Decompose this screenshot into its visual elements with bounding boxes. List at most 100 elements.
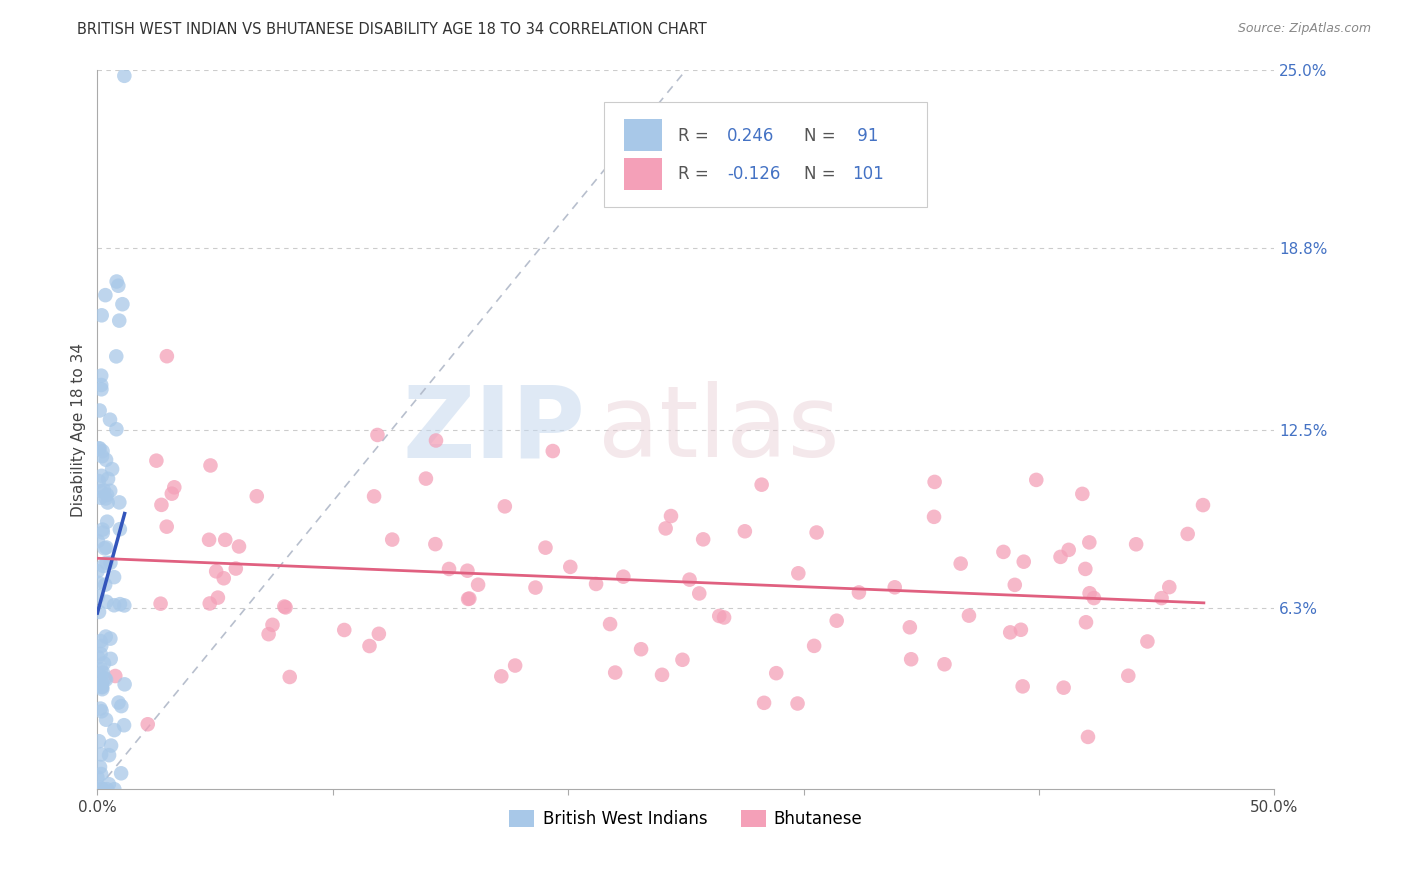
Point — [98, 412, 121, 426]
Point — [93, 483, 115, 498]
Point — [107, 696, 129, 710]
Point — [98, 748, 121, 763]
Point — [457, 591, 479, 606]
Point — [156, 349, 179, 363]
Point — [96, 515, 118, 529]
FancyBboxPatch shape — [603, 103, 927, 207]
Point — [491, 669, 513, 683]
Point — [425, 537, 447, 551]
Point — [103, 599, 125, 613]
Point — [103, 723, 125, 737]
Text: N =: N = — [804, 165, 841, 184]
Point — [112, 69, 135, 83]
Point — [1078, 535, 1101, 549]
Point — [90, 782, 112, 797]
Point — [456, 564, 478, 578]
Point — [86, 770, 108, 784]
Point — [94, 452, 117, 467]
Point — [934, 657, 956, 672]
Point — [96, 782, 118, 797]
Point — [560, 560, 582, 574]
Point — [257, 627, 280, 641]
Point — [100, 556, 122, 570]
Text: 101: 101 — [852, 165, 883, 184]
Point — [200, 458, 222, 473]
Point — [160, 486, 183, 500]
Point — [87, 534, 110, 549]
Point — [90, 647, 112, 661]
Point — [103, 782, 125, 797]
Point — [1125, 537, 1147, 551]
Point — [212, 571, 235, 585]
Point — [205, 565, 228, 579]
Point — [1052, 681, 1074, 695]
Text: R =: R = — [678, 165, 714, 184]
Point — [87, 575, 110, 590]
Point — [458, 591, 481, 606]
Point — [91, 665, 114, 680]
Point — [246, 489, 269, 503]
Point — [534, 541, 557, 555]
Point — [163, 480, 186, 494]
Point — [90, 704, 112, 718]
Point — [651, 668, 673, 682]
Point — [734, 524, 756, 539]
Point — [90, 767, 112, 781]
Point — [97, 472, 120, 486]
Point — [225, 561, 247, 575]
Text: R =: R = — [678, 127, 714, 145]
Point — [105, 350, 128, 364]
FancyBboxPatch shape — [623, 119, 662, 152]
Point — [1074, 615, 1097, 630]
Point — [1011, 679, 1033, 693]
Point — [1049, 549, 1071, 564]
Point — [262, 618, 284, 632]
Point — [494, 500, 516, 514]
Point — [90, 747, 112, 762]
Point — [678, 573, 700, 587]
Point — [751, 477, 773, 491]
Point — [87, 734, 110, 748]
Point — [1192, 498, 1215, 512]
Point — [366, 428, 388, 442]
Point — [713, 610, 735, 624]
Point — [87, 442, 110, 456]
Point — [96, 541, 118, 555]
Point — [93, 657, 115, 671]
Point — [765, 666, 787, 681]
Point — [688, 586, 710, 600]
Point — [228, 540, 250, 554]
Text: 0.246: 0.246 — [727, 127, 775, 145]
Point — [98, 483, 121, 498]
Point — [104, 669, 127, 683]
Point — [91, 523, 114, 537]
Point — [91, 782, 114, 797]
Point — [425, 434, 447, 448]
Point — [89, 701, 111, 715]
Point — [103, 570, 125, 584]
Point — [599, 617, 621, 632]
Point — [97, 495, 120, 509]
Point — [1000, 625, 1022, 640]
Text: N =: N = — [804, 127, 841, 145]
Point — [136, 717, 159, 731]
Point — [107, 278, 129, 293]
Text: Source: ZipAtlas.com: Source: ZipAtlas.com — [1237, 22, 1371, 36]
Point — [671, 653, 693, 667]
Point — [1074, 562, 1097, 576]
Point — [94, 673, 117, 687]
Point — [87, 605, 110, 619]
Point — [612, 569, 634, 583]
Point — [91, 449, 114, 463]
Point — [585, 577, 607, 591]
Point — [90, 491, 112, 505]
Point — [91, 444, 114, 458]
Point — [198, 597, 221, 611]
Point — [110, 699, 132, 714]
Point — [94, 577, 117, 591]
FancyBboxPatch shape — [623, 158, 662, 190]
Point — [90, 468, 112, 483]
Text: 91: 91 — [852, 127, 879, 145]
Point — [848, 585, 870, 599]
Point — [90, 634, 112, 648]
